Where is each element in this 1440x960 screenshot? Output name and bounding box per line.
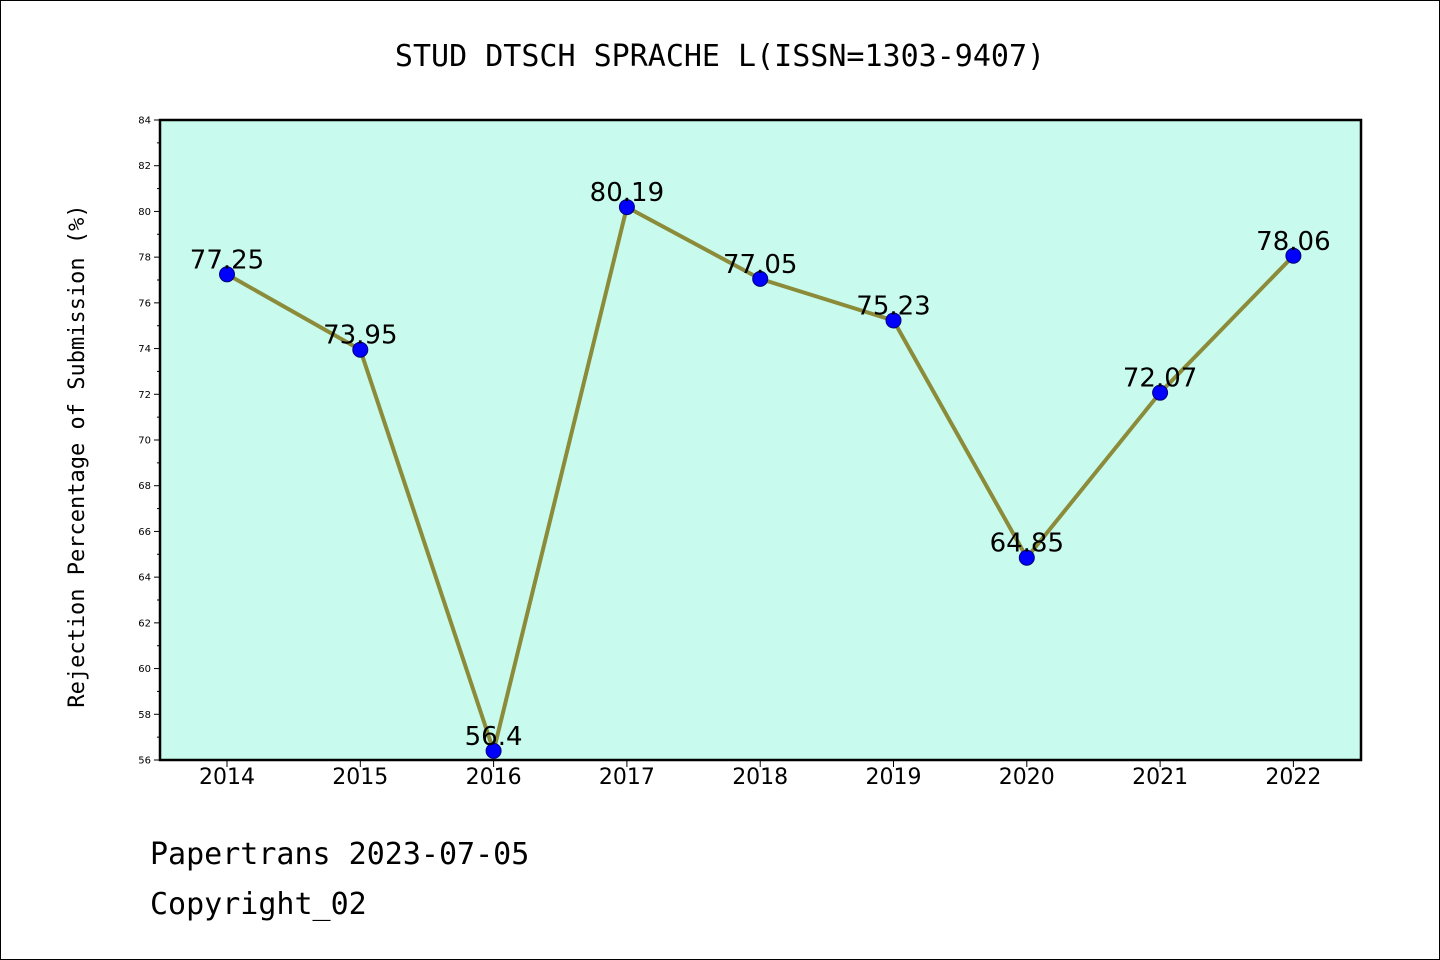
x-tick-label-2022: 2022 bbox=[1265, 765, 1321, 790]
data-point-2017 bbox=[618, 199, 635, 216]
y-tick-label: 66 bbox=[138, 527, 151, 538]
x-tick-label-2015: 2015 bbox=[332, 765, 388, 790]
data-labels: 77.25 73.95 56.4 80.19 77.05 75.23 64.85 72.07 7… bbox=[190, 178, 1331, 752]
data-point-2022 bbox=[1285, 247, 1302, 264]
y-tick-label: 78 bbox=[138, 253, 151, 264]
y-tick-label: 60 bbox=[138, 664, 151, 675]
y-tick-label: 82 bbox=[138, 161, 151, 172]
x-tick-label-2021: 2021 bbox=[1132, 765, 1188, 790]
axis-ticks: 56 58 60 62 64 66 68 70 72 74 76 78 80 82 84 2014 2015 20… bbox=[138, 116, 1321, 791]
y-tick-label: 58 bbox=[138, 710, 151, 721]
data-point-2021 bbox=[1152, 384, 1169, 401]
series-markers bbox=[219, 199, 1302, 759]
data-label-2016: 56.4 bbox=[465, 722, 523, 752]
x-tick-label-2020: 2020 bbox=[999, 765, 1055, 790]
chart-title: STUD DTSCH SPRACHE L(ISSN=1303-9407) bbox=[395, 39, 1045, 74]
plot-frame bbox=[158, 118, 1363, 762]
data-point-2020 bbox=[1018, 549, 1035, 566]
y-tick-label: 68 bbox=[138, 481, 151, 492]
data-label-2021: 72.07 bbox=[1123, 364, 1197, 394]
y-tick-label: 80 bbox=[138, 207, 151, 218]
data-point-2014 bbox=[219, 266, 235, 283]
data-label-2014: 77.25 bbox=[190, 245, 264, 275]
data-label-2018: 77.05 bbox=[723, 250, 797, 280]
data-point-2019 bbox=[885, 312, 902, 329]
footer-date: Papertrans 2023-07-05 bbox=[150, 837, 529, 872]
y-tick-label: 64 bbox=[138, 573, 151, 584]
y-tick-label: 70 bbox=[138, 436, 151, 447]
data-point-2015 bbox=[352, 341, 369, 358]
x-tick-label-2017: 2017 bbox=[599, 765, 655, 790]
y-tick-label: 84 bbox=[138, 116, 151, 127]
y-tick-label: 62 bbox=[138, 618, 151, 629]
data-point-2016 bbox=[485, 742, 502, 759]
data-label-2022: 78.06 bbox=[1256, 227, 1330, 257]
x-tick-label-2014: 2014 bbox=[199, 765, 255, 790]
plot-area bbox=[160, 120, 1361, 760]
x-tick-label-2016: 2016 bbox=[466, 765, 522, 790]
data-label-2020: 64.85 bbox=[990, 529, 1064, 559]
y-tick-label: 76 bbox=[138, 298, 151, 309]
y-tick-label: 56 bbox=[138, 756, 151, 767]
y-axis-label: Rejection Percentage of Submission (%) bbox=[65, 204, 90, 707]
data-label-2019: 75.23 bbox=[856, 291, 930, 321]
data-point-2018 bbox=[752, 270, 769, 287]
x-tick-label-2018: 2018 bbox=[732, 765, 788, 790]
y-tick-label: 72 bbox=[138, 390, 151, 401]
data-label-2015: 73.95 bbox=[323, 321, 397, 351]
y-tick-label: 74 bbox=[138, 344, 151, 355]
x-tick-label-2019: 2019 bbox=[866, 765, 922, 790]
data-label-2017: 80.19 bbox=[590, 178, 664, 208]
footer-copyright: Copyright_02 bbox=[150, 887, 367, 922]
